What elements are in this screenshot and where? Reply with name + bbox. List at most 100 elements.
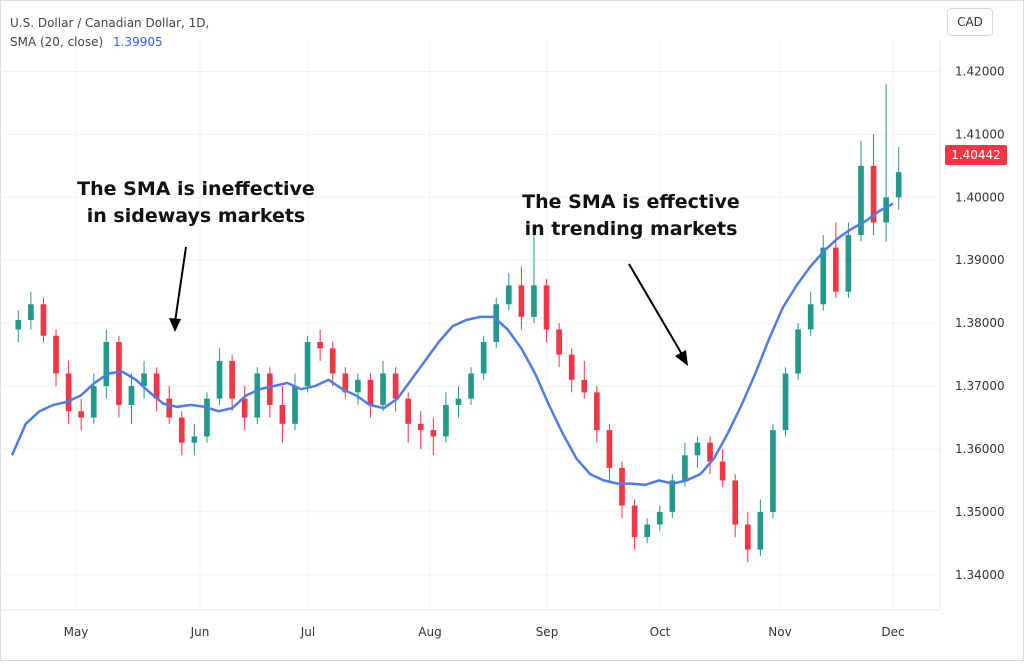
left-arrowhead: [169, 318, 181, 332]
candle-body: [417, 423, 424, 431]
candle-body: [455, 398, 462, 405]
candle-body: [719, 461, 726, 481]
candle-body: [166, 398, 173, 418]
candle-body: [518, 285, 525, 317]
candle-body: [267, 373, 273, 405]
candle-body: [782, 373, 789, 431]
y-tick-label: 1.40000: [955, 190, 1005, 204]
candle-body: [795, 329, 801, 374]
left-arrow-line: [174, 246, 187, 323]
candle-body: [430, 430, 437, 437]
annotation-arrows: [169, 246, 688, 366]
candle-body: [317, 342, 323, 349]
candle-body: [65, 373, 72, 412]
sma-line: [10, 202, 894, 487]
candle-body: [832, 247, 839, 292]
candle-body: [493, 304, 500, 343]
candle-body: [682, 455, 688, 481]
symbol-label: U.S. Dollar / Canadian Dollar, 1D,: [10, 16, 210, 30]
x-tick-label: Dec: [881, 625, 904, 639]
candle-body: [807, 304, 814, 330]
candle-body: [53, 335, 59, 374]
candle-body: [543, 285, 550, 330]
y-tick-label: 1.39000: [955, 253, 1005, 267]
candle-body: [820, 247, 827, 305]
candle-body: [116, 342, 122, 405]
y-tick-label: 1.41000: [955, 127, 1005, 141]
candle-body: [732, 480, 739, 525]
candle-body: [191, 436, 198, 443]
candle-body: [744, 524, 751, 550]
candle-body: [468, 373, 474, 399]
legend-indicator[interactable]: SMA (20, close) 1.39905: [10, 35, 163, 49]
candle-body: [883, 197, 889, 223]
candle-body: [153, 373, 160, 399]
candle-body: [870, 165, 877, 223]
currency-button[interactable]: CAD: [947, 8, 993, 36]
y-tick-label: 1.34000: [955, 568, 1005, 582]
x-tick-label: May: [64, 625, 89, 639]
candle-body: [367, 379, 374, 405]
candle-body: [128, 386, 135, 405]
candle-body: [405, 398, 412, 424]
y-tick-label: 1.37000: [955, 379, 1005, 393]
time-axis[interactable]: May Jun Jul Aug Sep Oct Nov Dec: [64, 625, 905, 639]
y-tick-label: 1.42000: [955, 64, 1005, 78]
indicator-label: SMA (20, close): [10, 35, 104, 49]
candle-body: [505, 285, 512, 305]
candle-body: [770, 430, 776, 512]
candle-body: [229, 360, 235, 399]
annotation-sideways-line-2: in sideways markets: [86, 205, 306, 227]
candle-body: [895, 172, 902, 198]
candles-layer: [15, 84, 902, 563]
price-axis[interactable]: 1.42000 1.41000 1.40000 1.39000 1.38000 1.370…: [955, 64, 1005, 581]
candle-body: [594, 392, 600, 431]
x-tick-label: Oct: [650, 625, 671, 639]
annotation-sideways: The SMA is ineffective in sideways marke…: [70, 176, 322, 230]
candle-body: [204, 398, 210, 437]
annotation-sideways-line-1: The SMA is ineffective: [77, 178, 315, 200]
candle-body: [656, 511, 663, 525]
last-price-badge: 1.40442: [945, 145, 1007, 165]
candle-body: [78, 411, 85, 418]
candle-body: [606, 430, 613, 468]
candle-body: [644, 524, 650, 538]
candle-body: [342, 373, 349, 393]
y-tick-label: 1.36000: [955, 442, 1005, 456]
candle-body: [480, 342, 487, 374]
annotation-trending-line-1: The SMA is effective: [522, 191, 740, 213]
right-arrow-line: [628, 263, 684, 357]
candle-body: [141, 373, 147, 387]
candle-body: [707, 442, 713, 462]
candle-body: [279, 404, 286, 424]
candle-body: [292, 386, 298, 424]
candle-body: [329, 348, 336, 374]
candle-body: [380, 373, 386, 405]
x-tick-label: Aug: [418, 625, 441, 639]
candle-body: [241, 398, 248, 418]
candle-body: [694, 442, 701, 456]
y-tick-label: 1.35000: [955, 505, 1005, 519]
candle-body: [103, 342, 110, 387]
candle-body: [669, 480, 676, 512]
x-tick-label: Jul: [300, 625, 315, 639]
candle-body: [631, 505, 638, 538]
candle-body: [90, 386, 97, 418]
candle-body: [619, 467, 625, 506]
candle-body: [845, 235, 852, 292]
candle-body: [443, 404, 449, 437]
indicator-value: 1.39905: [113, 35, 163, 49]
candle-body: [216, 360, 223, 399]
right-arrowhead: [675, 350, 688, 366]
x-tick-label: Nov: [768, 625, 791, 639]
candle-body: [355, 379, 361, 393]
candle-body: [531, 285, 537, 317]
candle-body: [858, 165, 864, 236]
candle-body: [178, 417, 185, 443]
candle-body: [28, 304, 34, 320]
annotation-trending-line-2: in trending markets: [524, 218, 738, 240]
candle-body: [556, 329, 562, 355]
candle-body: [15, 320, 22, 330]
